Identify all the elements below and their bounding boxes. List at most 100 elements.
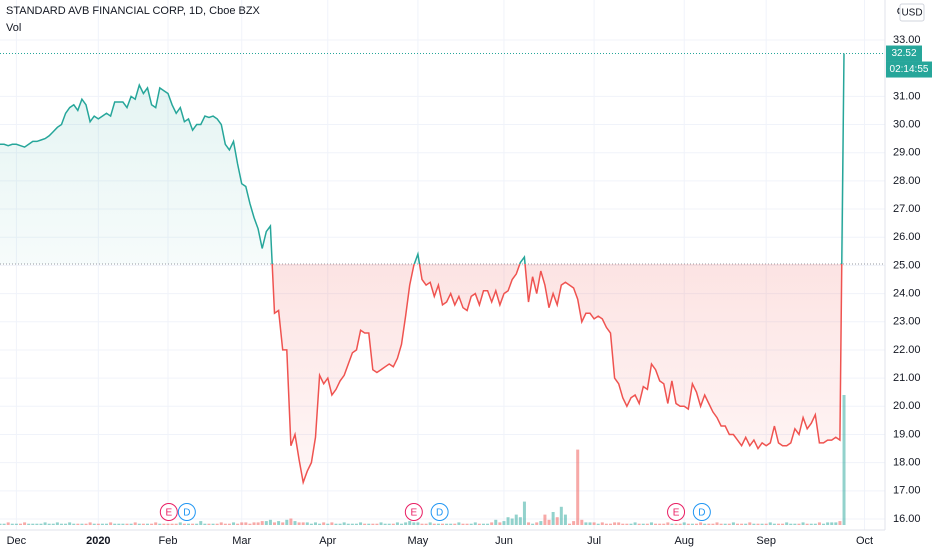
volume-bar	[518, 517, 522, 525]
volume-bar	[572, 521, 576, 525]
volume-bar	[715, 522, 719, 525]
volume-bar	[822, 523, 826, 525]
volume-bar	[789, 523, 793, 525]
y-tick-label: 21.00	[893, 372, 921, 384]
volume-bar	[506, 517, 510, 525]
event-marker	[692, 503, 711, 521]
volume-bar	[477, 523, 481, 525]
volume-bar	[182, 523, 186, 525]
volume-bar	[211, 523, 215, 525]
volume-bar	[0, 523, 2, 525]
volume-bar	[682, 522, 686, 525]
volume-bar	[457, 522, 461, 525]
volume-bar	[252, 522, 256, 525]
y-tick-label: 16.00	[893, 513, 921, 525]
x-tick-label: May	[408, 535, 429, 547]
volume-bar	[543, 514, 547, 525]
volume-bar	[268, 519, 272, 525]
volume-bar	[215, 523, 219, 525]
x-tick-label: Aug	[674, 535, 694, 547]
volume-bar	[428, 522, 432, 525]
volume-bar	[72, 523, 76, 525]
volume-bar	[449, 523, 453, 525]
volume-bar	[162, 523, 166, 525]
volume-bar	[133, 522, 137, 525]
currency-box[interactable]	[899, 3, 925, 22]
volume-bar	[826, 522, 830, 525]
volume-bar	[645, 523, 649, 525]
volume-bar	[813, 523, 817, 525]
volume-bar	[809, 523, 813, 525]
volume-bar	[563, 514, 567, 525]
volume-bar	[297, 522, 301, 525]
volume-bar	[334, 523, 338, 525]
volume-bar	[2, 523, 6, 525]
x-tick-label: Mar	[232, 535, 251, 547]
x-tick-label: Sep	[756, 535, 776, 547]
volume-bar	[555, 517, 559, 525]
volume-bar	[350, 523, 354, 525]
volume-bar	[305, 522, 309, 525]
volume-bar	[621, 523, 625, 525]
volume-bar	[736, 523, 739, 525]
volume-bar	[322, 522, 326, 525]
volume-bar	[125, 523, 129, 525]
volume-bar	[375, 523, 379, 525]
volume-bar	[199, 521, 203, 525]
volume-bar	[318, 523, 322, 525]
volume-bar	[240, 522, 244, 525]
volume-bar	[764, 523, 768, 525]
y-tick-label: 18.00	[893, 457, 921, 469]
volume-bar	[174, 523, 178, 525]
volume-bar	[707, 523, 711, 525]
volume-bar	[166, 523, 170, 525]
currency: USD	[901, 8, 922, 19]
volume-bar	[408, 521, 412, 525]
event-marker	[159, 503, 178, 521]
volume-bar	[748, 522, 752, 525]
volume-bar	[756, 523, 760, 525]
volume-bar	[502, 521, 506, 525]
volume-bar	[326, 523, 330, 525]
volume-bar	[121, 523, 125, 525]
volume-bar	[14, 523, 18, 525]
volume-bar	[441, 523, 444, 525]
volume-bar	[281, 522, 285, 525]
y-tick-label: 27.00	[893, 203, 921, 215]
volume-bar	[760, 523, 764, 525]
volume-bar	[539, 521, 543, 525]
y-tick-label: 31.00	[893, 90, 921, 102]
event-marker	[667, 503, 686, 521]
volume-bar	[223, 523, 227, 525]
volume-bar	[195, 523, 199, 525]
volume-bar	[342, 522, 346, 525]
volume-bar	[6, 522, 10, 525]
volume-bar	[842, 395, 846, 525]
volume-bar	[109, 522, 113, 525]
volume-bar	[96, 523, 100, 525]
volume-bar	[727, 523, 731, 525]
volume-bar	[674, 523, 678, 525]
volume-bar	[191, 523, 195, 525]
volume-bar	[18, 523, 22, 525]
volume-bar	[84, 523, 88, 525]
volume-bar	[170, 523, 174, 525]
volume-bar	[461, 523, 465, 525]
last-price-label: 32.52	[891, 48, 916, 59]
volume-bar	[453, 523, 457, 525]
plot	[0, 53, 885, 525]
volume-bar	[100, 523, 104, 525]
volume-bar	[633, 522, 637, 525]
volume-bar	[387, 523, 391, 525]
volume-bar	[158, 523, 162, 525]
volume-bar	[244, 522, 248, 525]
volume-bar	[371, 523, 375, 525]
y-tick-label: 20.00	[893, 400, 921, 412]
volume-bar	[80, 523, 84, 525]
volume-bar	[285, 519, 289, 525]
event-marker	[404, 503, 423, 521]
volume-bar	[51, 523, 55, 525]
volume-bar	[584, 522, 588, 525]
volume-bar	[219, 522, 223, 525]
volume-bar	[547, 519, 551, 525]
